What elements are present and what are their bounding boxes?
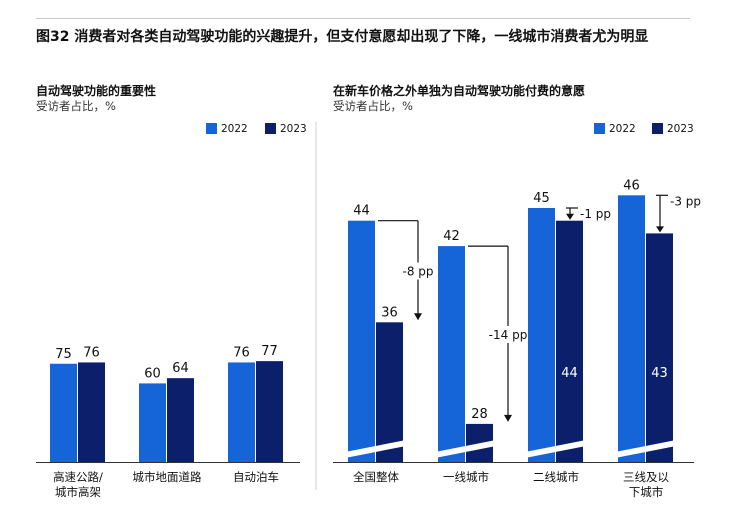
bar-2023-0	[376, 322, 403, 462]
x-tick-label-1: 一线城市	[443, 470, 489, 484]
bar-2022-3	[618, 195, 645, 463]
diff-label-0: -8 pp	[402, 265, 433, 279]
axis-break-0	[345, 440, 406, 458]
legend-swatch-2022	[206, 123, 217, 134]
x-tick-label-3: 下城市	[629, 485, 664, 499]
x-tick-label-0: 高速公路/	[53, 470, 103, 484]
data-label-2022-3: 46	[623, 178, 640, 193]
bar-2022-1	[139, 383, 166, 462]
bar-2022-1	[438, 246, 465, 462]
x-tick-label-1: 城市地面道路	[133, 470, 202, 484]
right-chart-unit: 受访者占比，%	[333, 99, 413, 113]
bar-2023-0	[78, 362, 105, 462]
data-label-2023-1: 64	[172, 361, 189, 376]
bar-2023-2	[256, 361, 283, 462]
legend-label-2022: 2022	[221, 123, 248, 135]
data-label-2022-2: 76	[233, 345, 250, 360]
x-tick-label-3: 三线及以	[623, 470, 669, 484]
diff-label-3: -3 pp	[670, 194, 701, 208]
diff-label-bg-1	[488, 326, 528, 343]
axis-break-1	[435, 440, 496, 458]
x-tick-label-2: 自动泊车	[233, 470, 279, 484]
diff-label-2: -1 pp	[580, 207, 611, 221]
axis-break-2	[525, 440, 586, 458]
data-label-2023-2: 44	[561, 366, 578, 381]
data-label-2022-1: 42	[443, 229, 460, 244]
data-label-2023-3: 43	[651, 366, 668, 381]
right-chart-title: 在新车价格之外单独为自动驾驶功能付费的意愿	[333, 84, 586, 98]
data-label-2022-0: 75	[55, 347, 72, 362]
diff-arrow-3	[656, 226, 664, 233]
legend-label-2022: 2022	[609, 123, 636, 135]
bar-2022-0	[348, 220, 375, 462]
figure-title: 图32 消费者对各类自动驾驶功能的兴趣提升，但支付意愿却出现了下降，一线城市消费…	[36, 29, 649, 45]
legend-swatch-2022	[594, 123, 605, 134]
bar-2022-2	[528, 208, 555, 462]
bar-2022-2	[228, 362, 255, 462]
data-label-2022-2: 45	[533, 191, 550, 206]
data-label-2023-2: 77	[261, 344, 278, 359]
diff-arrow-2	[566, 213, 574, 220]
left-chart-title: 自动驾驶功能的重要性	[36, 84, 157, 98]
axis-break-3	[615, 440, 676, 458]
x-tick-label-0: 全国整体	[353, 470, 399, 484]
data-label-2023-1: 28	[471, 407, 488, 422]
legend-swatch-2023	[652, 123, 663, 134]
left-chart-unit: 受访者占比，%	[36, 99, 116, 113]
x-tick-label-0: 城市高架	[55, 485, 101, 499]
diff-arrow-1	[504, 414, 512, 422]
diff-label-1: -14 pp	[489, 328, 528, 342]
legend-swatch-2023	[265, 123, 276, 134]
top-rule	[36, 18, 690, 19]
diff-label-bg-0	[398, 262, 438, 280]
data-label-2022-0: 44	[353, 204, 370, 219]
bar-2023-3	[646, 233, 673, 462]
data-label-2023-0: 36	[381, 305, 398, 320]
data-label-2023-0: 76	[83, 345, 100, 360]
bar-2022-0	[50, 363, 77, 462]
legend-label-2023: 2023	[280, 123, 307, 135]
diff-arrow-0	[414, 313, 422, 321]
data-label-2022-1: 60	[144, 366, 161, 381]
x-tick-label-2: 二线城市	[533, 470, 579, 484]
legend-label-2023: 2023	[667, 123, 694, 135]
bar-2023-1	[167, 378, 194, 462]
bar-2023-2	[556, 220, 583, 462]
